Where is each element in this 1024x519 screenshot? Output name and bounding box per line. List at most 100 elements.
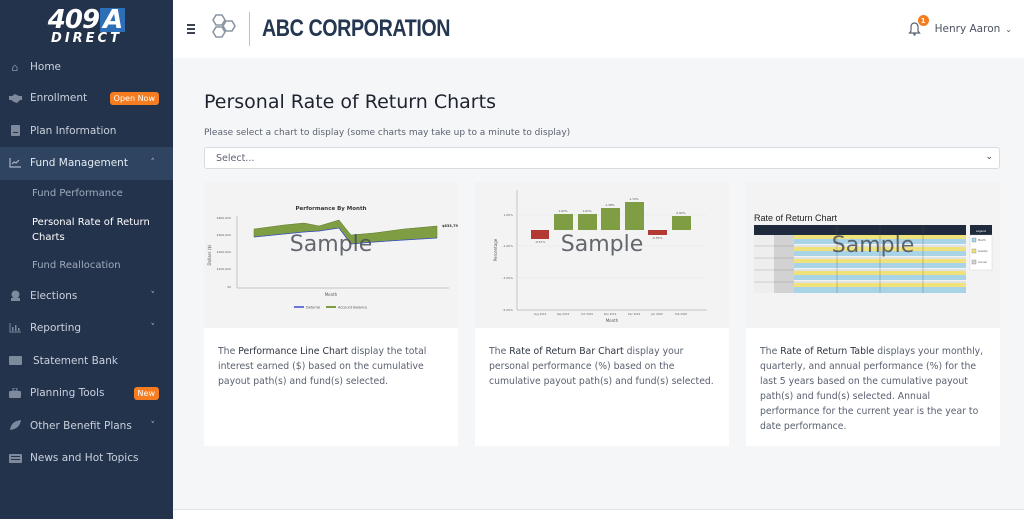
user-menu[interactable]: Henry Aaron ⌄ — [935, 23, 1012, 35]
svg-text:Month: Month — [606, 318, 619, 323]
notification-count-badge: 1 — [917, 15, 929, 26]
svg-text:$633,796.79: $633,796.79 — [442, 224, 458, 228]
rate-of-return-bar-chart-description: The Rate of Return Bar Chart display you… — [489, 346, 714, 387]
sidebar-subitem-personal-rate-of-return-charts[interactable]: Personal Rate of Return Charts — [32, 216, 150, 243]
sidebar-item-other-benefit-plans[interactable]: Other Benefit Plans ˅ — [0, 410, 173, 443]
chevron-down-icon: ˅ — [150, 290, 156, 301]
statement-icon — [8, 355, 22, 367]
svg-text:-5.00%: -5.00% — [502, 308, 513, 312]
svg-text:Nov 2019: Nov 2019 — [604, 312, 617, 316]
sidebar-item-fund-management[interactable]: Fund Management ˄ — [0, 147, 173, 180]
line-chart-preview: Performance By Month Dollars ($) $800,00… — [207, 206, 458, 310]
sidebar-item-reporting[interactable]: Reporting ˅ — [0, 312, 173, 345]
home-icon: ⌂ — [11, 60, 19, 74]
sidebar-item-enrollment[interactable]: Enrollment Open Now — [0, 82, 173, 115]
new-badge: New — [133, 386, 159, 400]
chevron-down-icon: ⌄ — [985, 152, 993, 162]
chevron-down-icon: ⌄ — [1005, 24, 1012, 34]
sidebar-subitem-fund-performance[interactable]: Fund Performance — [32, 188, 123, 199]
rate-of-return-bar-chart-card[interactable]: 1.00% -1.00% -3.00% -5.00% Percentage -0… — [475, 182, 729, 446]
footer — [173, 509, 1024, 519]
svg-text:$400,000: $400,000 — [217, 250, 231, 254]
top-header: ABC CORPORATION 1 Henry Aaron ⌄ — [173, 0, 1024, 58]
sample-watermark: Sample — [289, 232, 373, 257]
sample-watermark: Sample — [560, 232, 644, 257]
performance-line-chart-card[interactable]: Performance By Month Dollars ($) $800,00… — [204, 182, 458, 446]
svg-text:Deferral: Deferral — [306, 306, 320, 310]
svg-text:0.82%: 0.82% — [676, 211, 686, 215]
svg-text:$200,000: $200,000 — [217, 267, 231, 271]
sidebar-item-home[interactable]: ⌂ Home — [0, 52, 173, 82]
chevron-down-icon: ˅ — [150, 323, 156, 334]
svg-text:$600,000: $600,000 — [217, 233, 231, 237]
svg-text:-1.00%: -1.00% — [502, 244, 513, 248]
sidebar-item-plan-information[interactable]: Plan Information — [0, 115, 173, 148]
sidebar-item-elections[interactable]: Elections ˅ — [0, 280, 173, 313]
svg-text:Dollars ($): Dollars ($) — [207, 244, 212, 265]
sidebar-item-news-and-hot-topics[interactable]: News and Hot Topics — [0, 442, 173, 475]
chart-type-select[interactable]: Select... ⌄ — [204, 147, 1000, 169]
svg-text:Percentage: Percentage — [493, 238, 498, 261]
sidebar-item-planning-tools[interactable]: Planning Tools New — [0, 377, 173, 410]
svg-text:1.38%: 1.38% — [605, 203, 615, 207]
chevron-down-icon: ˅ — [150, 420, 156, 431]
svg-text:Month: Month — [325, 292, 338, 297]
409a-direct-logo[interactable]: 409 A DIRECT — [0, 0, 173, 52]
svg-text:Sep 2019: Sep 2019 — [557, 312, 570, 316]
svg-text:Quarter: Quarter — [978, 249, 989, 253]
chevron-up-icon: ˄ — [150, 158, 156, 169]
notifications-bell-icon[interactable]: 1 — [907, 15, 929, 37]
toolbox-icon — [8, 387, 22, 399]
svg-text:1.01%: 1.01% — [582, 209, 592, 213]
rate-of-return-table-description: The Rate of Return Table displays your m… — [760, 346, 984, 432]
svg-text:Rate of Return Chart: Rate of Return Chart — [754, 213, 838, 223]
svg-text:-0.57%: -0.57% — [535, 240, 546, 244]
table-chart-preview: Rate of Return Chart — [754, 213, 993, 293]
svg-text:Dec 2019: Dec 2019 — [628, 312, 641, 316]
svg-text:-0.35%: -0.35% — [652, 236, 663, 240]
svg-text:Feb 2020: Feb 2020 — [675, 312, 687, 316]
svg-text:$800,000: $800,000 — [217, 216, 231, 220]
logo-subtitle: DIRECT — [51, 31, 122, 46]
svg-text:Aug 2019: Aug 2019 — [534, 312, 547, 316]
performance-line-chart-thumbnail: Performance By Month Dollars ($) $800,00… — [204, 182, 458, 328]
svg-text:Account Balance: Account Balance — [338, 306, 367, 310]
svg-text:-3.00%: -3.00% — [502, 276, 513, 280]
svg-text:1.02%: 1.02% — [558, 209, 568, 213]
svg-text:1.00%: 1.00% — [503, 213, 513, 217]
logo-letter: A — [100, 7, 126, 33]
open-now-badge: Open Now — [109, 91, 159, 105]
hamburger-menu-icon[interactable] — [187, 24, 195, 34]
rate-of-return-bar-chart-thumbnail: 1.00% -1.00% -3.00% -5.00% Percentage -0… — [475, 182, 729, 328]
svg-text:Performance By Month: Performance By Month — [295, 206, 366, 212]
hexagon-logo-icon — [212, 14, 236, 38]
handshake-icon — [8, 92, 22, 104]
sidebar-subitem-fund-reallocation[interactable]: Fund Reallocation — [32, 260, 121, 271]
rate-of-return-table-thumbnail: Rate of Return Chart — [746, 182, 1000, 328]
performance-line-chart-description: The Performance Line Chart display the t… — [218, 346, 427, 387]
svg-text:Annual: Annual — [978, 260, 987, 264]
svg-text:Oct 2019: Oct 2019 — [581, 312, 593, 316]
rate-of-return-table-card[interactable]: Rate of Return Chart — [746, 182, 1000, 446]
money-bag-icon — [8, 290, 22, 302]
sample-watermark: Sample — [831, 233, 915, 258]
bar-chart-preview: 1.00% -1.00% -3.00% -5.00% Percentage -0… — [493, 190, 707, 323]
user-name: Henry Aaron — [934, 23, 1001, 35]
newspaper-icon — [8, 452, 22, 464]
svg-text:Legend: Legend — [976, 229, 986, 233]
main-content: Personal Rate of Return Charts Please se… — [173, 58, 1024, 510]
logo-number: 409 — [47, 5, 100, 35]
svg-text:$0: $0 — [227, 285, 231, 289]
chart-select-instructions: Please select a chart to display (some c… — [204, 128, 571, 138]
svg-text:1.72%: 1.72% — [629, 197, 639, 201]
leaf-icon — [8, 420, 22, 432]
sidebar: 409 A DIRECT ⌂ Home Enrollment Open Now P… — [0, 0, 173, 519]
header-divider — [249, 12, 250, 46]
svg-text:Month: Month — [978, 238, 986, 242]
book-icon — [8, 125, 22, 137]
sidebar-item-statement-bank[interactable]: Statement Bank — [0, 345, 173, 378]
company-brand: ABC CORPORATION — [262, 15, 451, 42]
svg-text:Jan 2020: Jan 2020 — [650, 312, 663, 316]
chart-line-icon — [8, 157, 22, 169]
page-title: Personal Rate of Return Charts — [204, 91, 496, 113]
